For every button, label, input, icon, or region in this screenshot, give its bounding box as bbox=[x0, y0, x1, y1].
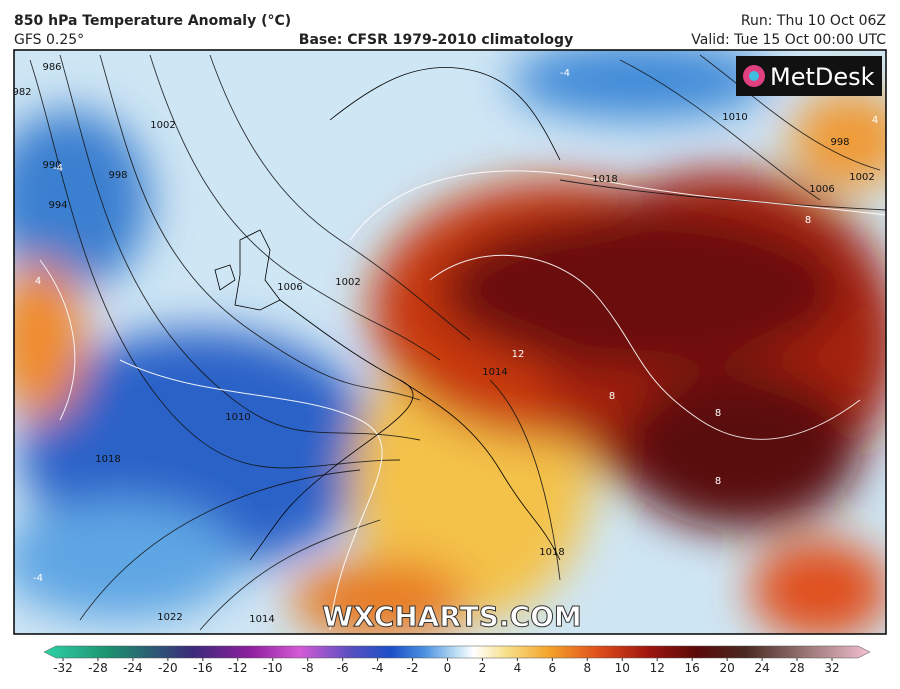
isobar-label: 1022 bbox=[157, 612, 182, 623]
isobar-label: 1006 bbox=[809, 184, 834, 195]
isobar-label: 1006 bbox=[277, 282, 302, 293]
isobar-label: 982 bbox=[12, 87, 31, 98]
colorbar-tick-label: 16 bbox=[685, 661, 700, 675]
model: GFS 0.25° bbox=[14, 32, 84, 48]
colorbar-tick-label: -28 bbox=[88, 661, 108, 675]
isobar-label: 1010 bbox=[225, 412, 250, 423]
watermark: WXCHARTS.COM bbox=[322, 600, 582, 633]
colorbar-tick-label: -20 bbox=[158, 661, 178, 675]
colorbar-tick-label: 28 bbox=[789, 661, 804, 675]
anomaly-label: 8 bbox=[715, 408, 721, 419]
base: Base: CFSR 1979-2010 climatology bbox=[299, 32, 573, 48]
colorbar-tick-label: -2 bbox=[407, 661, 419, 675]
colorbar-tick-label: -32 bbox=[53, 661, 73, 675]
anomaly-label: 8 bbox=[805, 215, 811, 226]
valid: Valid: Tue 15 Oct 00:00 UTC bbox=[691, 32, 886, 48]
anomaly-label: 4 bbox=[872, 115, 878, 126]
colorbar-tick-label: 0 bbox=[444, 661, 452, 675]
logo-icon-inner bbox=[749, 71, 759, 81]
isobar-label: 1014 bbox=[482, 367, 507, 378]
title: 850 hPa Temperature Anomaly (°C) bbox=[14, 13, 291, 29]
isobar-label: 1010 bbox=[722, 112, 747, 123]
anomaly-label: -4 bbox=[53, 163, 63, 174]
isobar-label: 990 bbox=[42, 160, 61, 171]
colorbar-tick-label: -10 bbox=[263, 661, 283, 675]
colorbar-tick-label: -6 bbox=[337, 661, 349, 675]
isobar-label: 1018 bbox=[539, 547, 564, 558]
anomaly-label: 8 bbox=[609, 391, 615, 402]
colorbar-tick-label: 12 bbox=[650, 661, 665, 675]
logo: MetDesk bbox=[770, 63, 875, 91]
anomaly-label: 12 bbox=[512, 349, 525, 360]
colorbar-tick-label: 4 bbox=[514, 661, 522, 675]
run: Run: Thu 10 Oct 06Z bbox=[741, 13, 886, 29]
isobar-label: 1018 bbox=[592, 174, 617, 185]
colorbar-tick-label: -8 bbox=[302, 661, 314, 675]
colorbar-tick-label: 24 bbox=[754, 661, 769, 675]
colorbar-tick-label: 32 bbox=[824, 661, 839, 675]
isobar-label: 998 bbox=[108, 170, 127, 181]
colorbar-tick-label: 10 bbox=[615, 661, 630, 675]
anomaly-label: -4 bbox=[560, 68, 570, 79]
anomaly-label: -4 bbox=[33, 573, 43, 584]
contour-labels: 986 982 990 994 998 1002 1006 1002 1010 1018 1022 1… bbox=[12, 62, 878, 625]
isobar-label: 1002 bbox=[335, 277, 360, 288]
colorbar-tick-label: -12 bbox=[228, 661, 248, 675]
isobar-label: 1002 bbox=[849, 172, 874, 183]
map-frame bbox=[13, 49, 887, 635]
anomaly-label: 8 bbox=[715, 476, 721, 487]
colorbar-tick-label: -4 bbox=[372, 661, 384, 675]
isobar-label: 1002 bbox=[150, 120, 175, 131]
isobar-label: 1018 bbox=[95, 454, 120, 465]
colorbar-tick-label: -16 bbox=[193, 661, 213, 675]
anomaly-label: 4 bbox=[35, 276, 41, 287]
isobar-label: 998 bbox=[830, 137, 849, 148]
isobar-label: 986 bbox=[42, 62, 61, 73]
colorbar-tick-label: -24 bbox=[123, 661, 143, 675]
isobar-label: 994 bbox=[48, 200, 67, 211]
colorbar-tick-label: 6 bbox=[549, 661, 557, 675]
colorbar bbox=[43, 645, 871, 659]
map bbox=[14, 50, 886, 634]
colorbar-tick-label: 2 bbox=[479, 661, 487, 675]
isobar-label: 1014 bbox=[249, 614, 274, 625]
colorbar-tick-label: 8 bbox=[583, 661, 591, 675]
colorbar-tick-label: 20 bbox=[719, 661, 734, 675]
